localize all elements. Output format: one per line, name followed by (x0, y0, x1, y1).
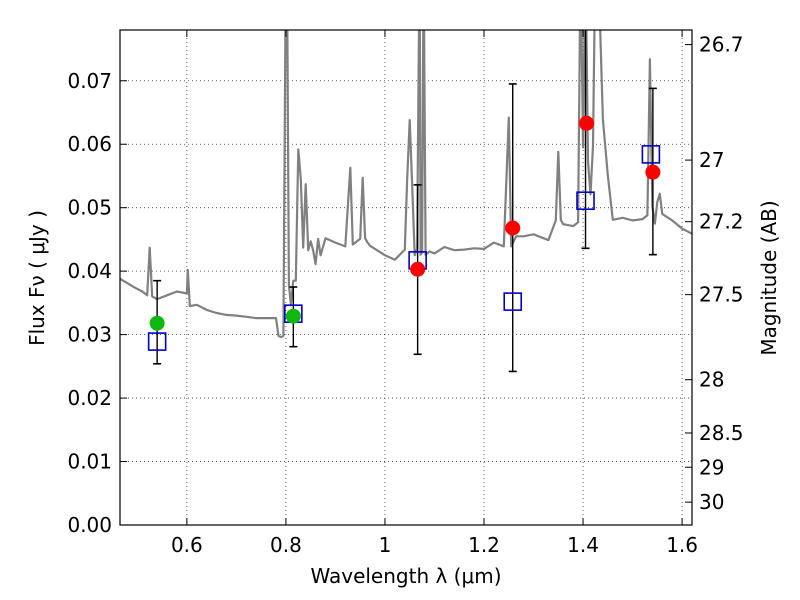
x-tick-label: 0.8 (270, 533, 302, 557)
x-tick-label: 1.4 (567, 533, 599, 557)
right-tick-label: 30 (699, 490, 724, 514)
x-axis-title: Wavelength λ (μm) (310, 564, 501, 588)
y-tick-label: 0.07 (67, 69, 112, 93)
model-flux-square (503, 292, 523, 311)
right-tick-label: 27.5 (699, 283, 744, 307)
grid-lines (120, 30, 692, 525)
plot-frame (119, 29, 693, 526)
plot-area (120, 30, 692, 525)
x-tick-label: 0.6 (171, 533, 203, 557)
y-tick-label: 0.03 (67, 323, 112, 347)
green-data-point (149, 315, 165, 331)
model-flux-square (576, 191, 595, 211)
red-data-point (505, 220, 521, 236)
axis-ticks: 0.6 0.8 1 1.2 1.4 1.6 0.00 0.01 0.02 0.03 0.04 0.05… (67, 30, 744, 557)
right-tick-label: 29 (699, 455, 724, 479)
red-data-point (579, 115, 595, 131)
x-tick-label: 1.2 (468, 533, 500, 557)
y-tick-label: 0.01 (67, 450, 112, 474)
y-tick-label: 0.04 (67, 259, 112, 283)
right-tick-label: 27.2 (699, 210, 744, 234)
right-axis-title: Magnitude (AB) (757, 200, 781, 355)
x-tick-label: 1.6 (666, 533, 698, 557)
y-axis-title: Flux Fν ( μJy ) (25, 210, 49, 346)
y-tick-label: 0.05 (67, 196, 112, 220)
green-data-point (285, 308, 301, 324)
red-data-point (645, 164, 661, 180)
red-data-point (410, 261, 426, 277)
right-tick-label: 28 (699, 368, 724, 392)
model-flux-square (641, 145, 661, 164)
right-tick-label: 27 (699, 148, 724, 172)
right-tick-label: 26.7 (699, 33, 744, 57)
right-tick-label: 28.5 (699, 421, 744, 445)
model-flux-square (147, 332, 167, 351)
y-tick-label: 0.02 (67, 386, 112, 410)
y-tick-label: 0.06 (67, 132, 112, 156)
y-tick-label: 0.00 (67, 513, 112, 537)
plot-marks (120, 30, 692, 373)
spectrum-line (120, 30, 692, 339)
x-tick-label: 1 (379, 533, 392, 557)
